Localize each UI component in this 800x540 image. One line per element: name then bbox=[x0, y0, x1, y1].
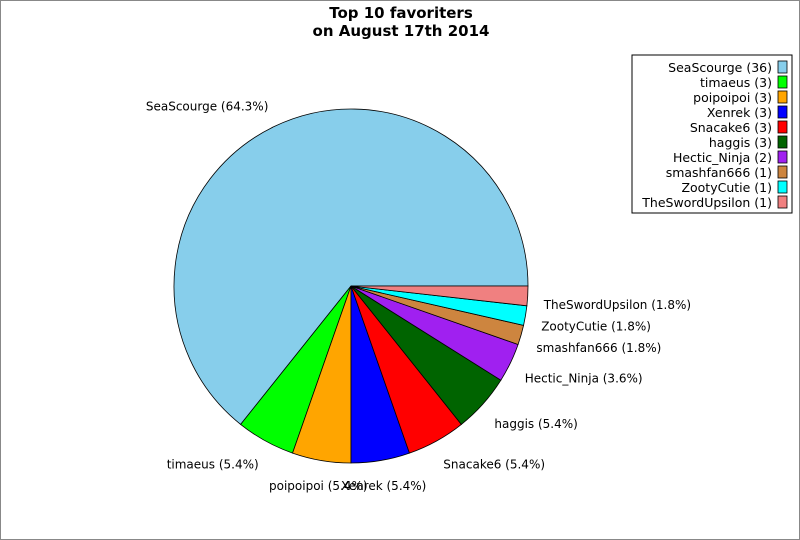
slice-label-haggis: haggis (5.4%) bbox=[494, 417, 577, 431]
legend-label-zootycutie: ZootyCutie (1) bbox=[681, 180, 772, 195]
legend-swatch-theswordupsilon bbox=[777, 195, 788, 209]
legend-swatch-smashfan666 bbox=[777, 165, 788, 179]
legend-swatch-haggis bbox=[777, 135, 788, 149]
legend-swatch-snacake6 bbox=[777, 120, 788, 134]
legend-box bbox=[631, 54, 793, 214]
slice-label-seascourge: SeaScourge (64.3%) bbox=[146, 99, 269, 113]
pie-slice-seascourge bbox=[173, 108, 529, 425]
legend-swatch-timaeus bbox=[777, 75, 788, 89]
slice-label-xenrek: Xenrek (5.4%) bbox=[341, 479, 426, 493]
legend-swatch-poipoipoi bbox=[777, 90, 788, 104]
legend-swatch-xenrek bbox=[777, 105, 788, 119]
legend: SeaScourge (36)timaeus (3)poipoipoi (3)X… bbox=[631, 54, 793, 214]
legend-label-poipoipoi: poipoipoi (3) bbox=[693, 90, 772, 105]
slice-labels: SeaScourge (64.3%) timaeus (5.4%) poipoipo… bbox=[146, 99, 691, 493]
slice-label-zootycutie: ZootyCutie (1.8%) bbox=[541, 320, 651, 334]
slice-label-theswordupsilon: TheSwordUpsilon (1.8%) bbox=[543, 298, 691, 312]
slice-label-poipoipoi: poipoipoi (5.4%) bbox=[269, 479, 368, 493]
legend-swatch-hectic-ninja bbox=[777, 150, 788, 164]
legend-label-timaeus: timaeus (3) bbox=[700, 75, 772, 90]
legend-label-smashfan666: smashfan666 (1) bbox=[666, 165, 772, 180]
legend-label-snacake6: Snacake6 (3) bbox=[690, 120, 772, 135]
pie-slices bbox=[173, 108, 529, 464]
chart-title-line-2: on August 17th 2014 bbox=[313, 22, 490, 40]
pie-slice-theswordupsilon bbox=[350, 285, 529, 307]
legend-swatch-seascourge bbox=[777, 60, 788, 74]
legend-label-hectic-ninja: Hectic_Ninja (2) bbox=[673, 150, 772, 165]
legend-label-theswordupsilon: TheSwordUpsilon (1) bbox=[641, 195, 772, 210]
chart-title-line-1: Top 10 favoriters bbox=[329, 4, 473, 22]
legend-label-xenrek: Xenrek (3) bbox=[707, 105, 772, 120]
slice-label-timaeus: timaeus (5.4%) bbox=[167, 458, 259, 472]
legend-label-haggis: haggis (3) bbox=[709, 135, 772, 150]
slice-label-hectic-ninja: Hectic_Ninja (3.6%) bbox=[525, 372, 643, 386]
legend-label-seascourge: SeaScourge (36) bbox=[668, 60, 772, 75]
legend-swatch-zootycutie bbox=[777, 180, 788, 194]
slice-label-snacake6: Snacake6 (5.4%) bbox=[443, 458, 545, 472]
slice-label-smashfan666: smashfan666 (1.8%) bbox=[536, 341, 661, 355]
